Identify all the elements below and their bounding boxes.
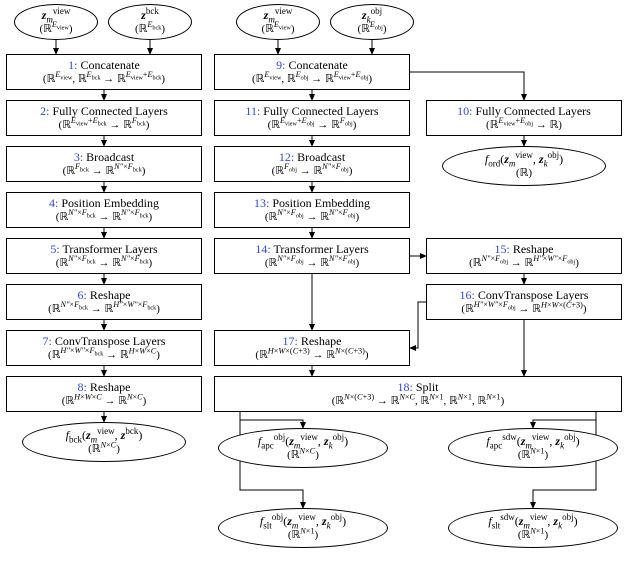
step-shape: (ℝEview, ℝEobj → ℝEview+Eobj): [252, 73, 372, 86]
node-s11: 11: Fully Connected Layers(ℝEview+Eobj →…: [214, 100, 410, 136]
node-s15: 15: Reshape(ℝN″×Fobj → ℝH″×W″×Fobj): [426, 238, 622, 274]
step-shape: (ℝFbck → ℝN″×Fbck): [63, 165, 146, 178]
node-s13: 13: Position Embedding(ℝN″×Fobj → ℝN″×Fo…: [214, 192, 410, 228]
node-s4: 4: Position Embedding(ℝN″×Fbck → ℝN″×Fbc…: [6, 192, 202, 228]
node-s1: 1: Concatenate(ℝEview, ℝEbck → ℝEview+Eb…: [6, 54, 202, 90]
node-s10: 10: Fully Connected Layers(ℝEview+Eobj →…: [426, 100, 622, 136]
io-space: (ℝN×1): [288, 529, 318, 542]
step-shape: (ℝEview+Eobj → ℝFobj): [268, 119, 357, 132]
io-space: (ℝN×C): [88, 443, 120, 456]
node-s7: 7: ConvTranspose Layers(ℝH″×W″×Fbck → ℝH…: [6, 330, 202, 366]
io-space: (ℝN×1): [518, 449, 548, 462]
step-shape: (ℝH×W×C → ℝN×C): [62, 395, 147, 408]
io-space: (ℝN×C): [287, 449, 319, 462]
node-out_apc_obj: fapcobj(zmview, zkobj)(ℝN×C): [218, 428, 388, 468]
step-shape: (ℝN″×Fobj → ℝN″×Fobj): [265, 211, 359, 224]
node-out_slt_sdw: fsltsdw(zmview, zkobj)(ℝN×1): [448, 508, 618, 548]
step-shape: (ℝN″×Fbck → ℝH″×W″×Fbck): [48, 303, 160, 316]
io-label: ford(zmview, zkobj): [485, 153, 563, 167]
node-s5: 5: Transformer Layers(ℝN″×Fbck → ℝN″×Fbc…: [6, 238, 202, 274]
node-s3: 3: Broadcast(ℝFbck → ℝN″×Fbck): [6, 146, 202, 182]
node-s8: 8: Reshape(ℝH×W×C → ℝN×C): [6, 376, 202, 412]
step-shape: (ℝFobj → ℝN″×Fobj): [272, 165, 353, 178]
io-space: (ℝN×1): [518, 529, 548, 542]
node-s2: 2: Fully Connected Layers(ℝEview+Ebck → …: [6, 100, 202, 136]
step-shape: (ℝH×W×(C+3) → ℝN×(C+3)): [255, 349, 368, 362]
node-out_apc_sdw: fapcsdw(zmview, zkobj)(ℝN×1): [448, 428, 618, 468]
node-s9: 9: Concatenate(ℝEview, ℝEobj → ℝEview+Eo…: [214, 54, 410, 90]
node-s18: 18: Split(ℝN×(C+3) → ℝN×C, ℝN×1, ℝN×1, ℝ…: [214, 376, 622, 412]
step-shape: (ℝH″×W″×Fobj → ℝH×W×(C+3)): [461, 303, 586, 316]
node-in_view_m2: zmview(ℝEview): [236, 4, 320, 40]
node-in_obj_k: zkobj(ℝEobj): [330, 4, 414, 40]
step-shape: (ℝH″×W″×Fbck → ℝH×W×C): [48, 349, 160, 362]
node-out_ford: ford(zmview, zkobj)(ℝ): [442, 146, 606, 186]
step-shape: (ℝN″×Fbck → ℝN″×Fbck): [56, 257, 152, 270]
edge-s18-out_apc_sdw: [533, 412, 596, 428]
node-in_bck: zbck(ℝEbck): [108, 4, 192, 40]
edge-s9-s10: [410, 72, 524, 100]
node-s16: 16: ConvTranspose Layers(ℝH″×W″×Fobj → ℝ…: [426, 284, 622, 320]
edge-s18-out_apc_obj: [240, 412, 303, 428]
node-out_fbck: fbck(zmview, zbck)(ℝN×C): [22, 422, 186, 462]
io-space: (ℝEview): [39, 23, 72, 36]
node-s14: 14: Transformer Layers(ℝN″×Fobj → ℝN″×Fo…: [214, 238, 410, 274]
node-out_slt_obj: fsltobj(zmview, zkobj)(ℝN×1): [218, 508, 388, 548]
node-s17: 17: Reshape(ℝH×W×(C+3) → ℝN×(C+3)): [214, 330, 410, 366]
step-shape: (ℝN″×Fbck → ℝN″×Fbck): [56, 211, 152, 224]
edge-s16-s17: [410, 302, 426, 348]
io-space: (ℝEbck): [135, 23, 165, 36]
io-space: (ℝEview): [261, 23, 294, 36]
io-space: (ℝEobj): [358, 23, 387, 36]
node-s6: 6: Reshape(ℝN″×Fbck → ℝH″×W″×Fbck): [6, 284, 202, 320]
step-shape: (ℝEview+Ebck → ℝFbck): [59, 119, 150, 132]
step-shape: (ℝN″×Fobj → ℝH″×W″×Fobj): [469, 257, 579, 270]
step-shape: (ℝN″×Fobj → ℝN″×Fobj): [265, 257, 359, 270]
step-shape: (ℝEview+Eobj → ℝ): [486, 119, 562, 132]
node-s12: 12: Broadcast(ℝFobj → ℝN″×Fobj): [214, 146, 410, 182]
node-in_view_m: zmview(ℝEview): [14, 4, 98, 40]
io-space: (ℝ): [516, 167, 532, 180]
step-shape: (ℝEview, ℝEbck → ℝEview+Ebck): [43, 73, 165, 86]
step-shape: (ℝN×(C+3) → ℝN×C, ℝN×1, ℝN×1, ℝN×1): [332, 395, 504, 408]
